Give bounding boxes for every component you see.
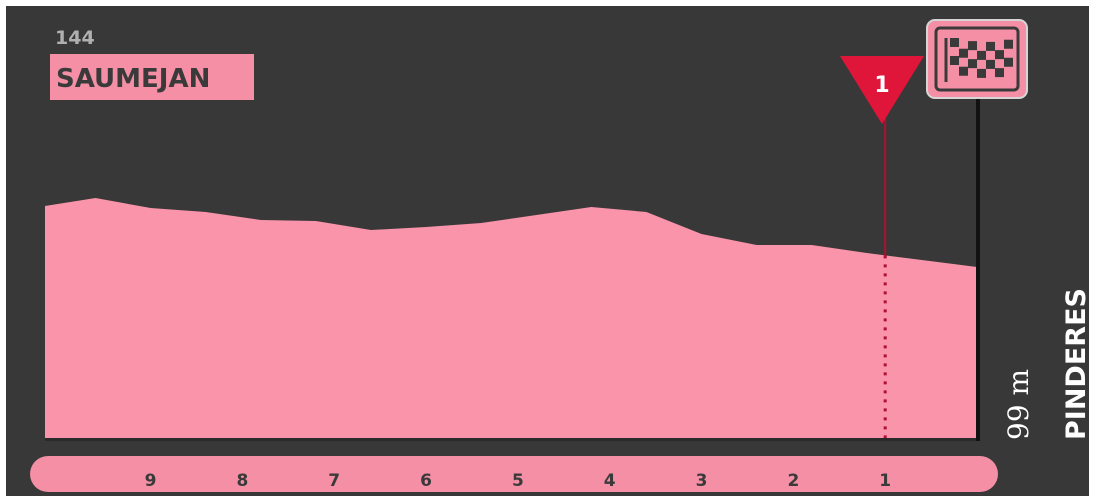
km-tick-label: 6 xyxy=(420,471,432,491)
km-tick-label: 8 xyxy=(236,471,248,491)
start-name: SAUMEJAN xyxy=(56,64,210,94)
km-tick-label: 4 xyxy=(604,471,616,491)
finish-line xyxy=(976,96,980,441)
km-tick-label: 1 xyxy=(879,471,891,491)
km-tick-label: 7 xyxy=(328,471,340,491)
finish-name: PINDERES xyxy=(1061,288,1092,440)
checkered-flag-icon xyxy=(926,19,1028,99)
km-tick-label: 2 xyxy=(787,471,799,491)
start-km: 144 xyxy=(55,27,95,49)
km-tick-label: 3 xyxy=(696,471,708,491)
km-tick-label: 5 xyxy=(512,471,524,491)
profile-baseline xyxy=(45,438,977,441)
red-triangle-marker-icon xyxy=(840,56,924,438)
elevation-profile-area xyxy=(45,198,977,440)
km-ticks: 9 8 7 6 5 4 3 2 1 xyxy=(145,471,891,491)
marker-label: 1 xyxy=(874,73,889,98)
km-bar xyxy=(30,456,998,492)
finish-altitude: 99 m xyxy=(1002,369,1035,440)
km-tick-label: 9 xyxy=(145,471,157,491)
start-name-box xyxy=(50,54,254,100)
